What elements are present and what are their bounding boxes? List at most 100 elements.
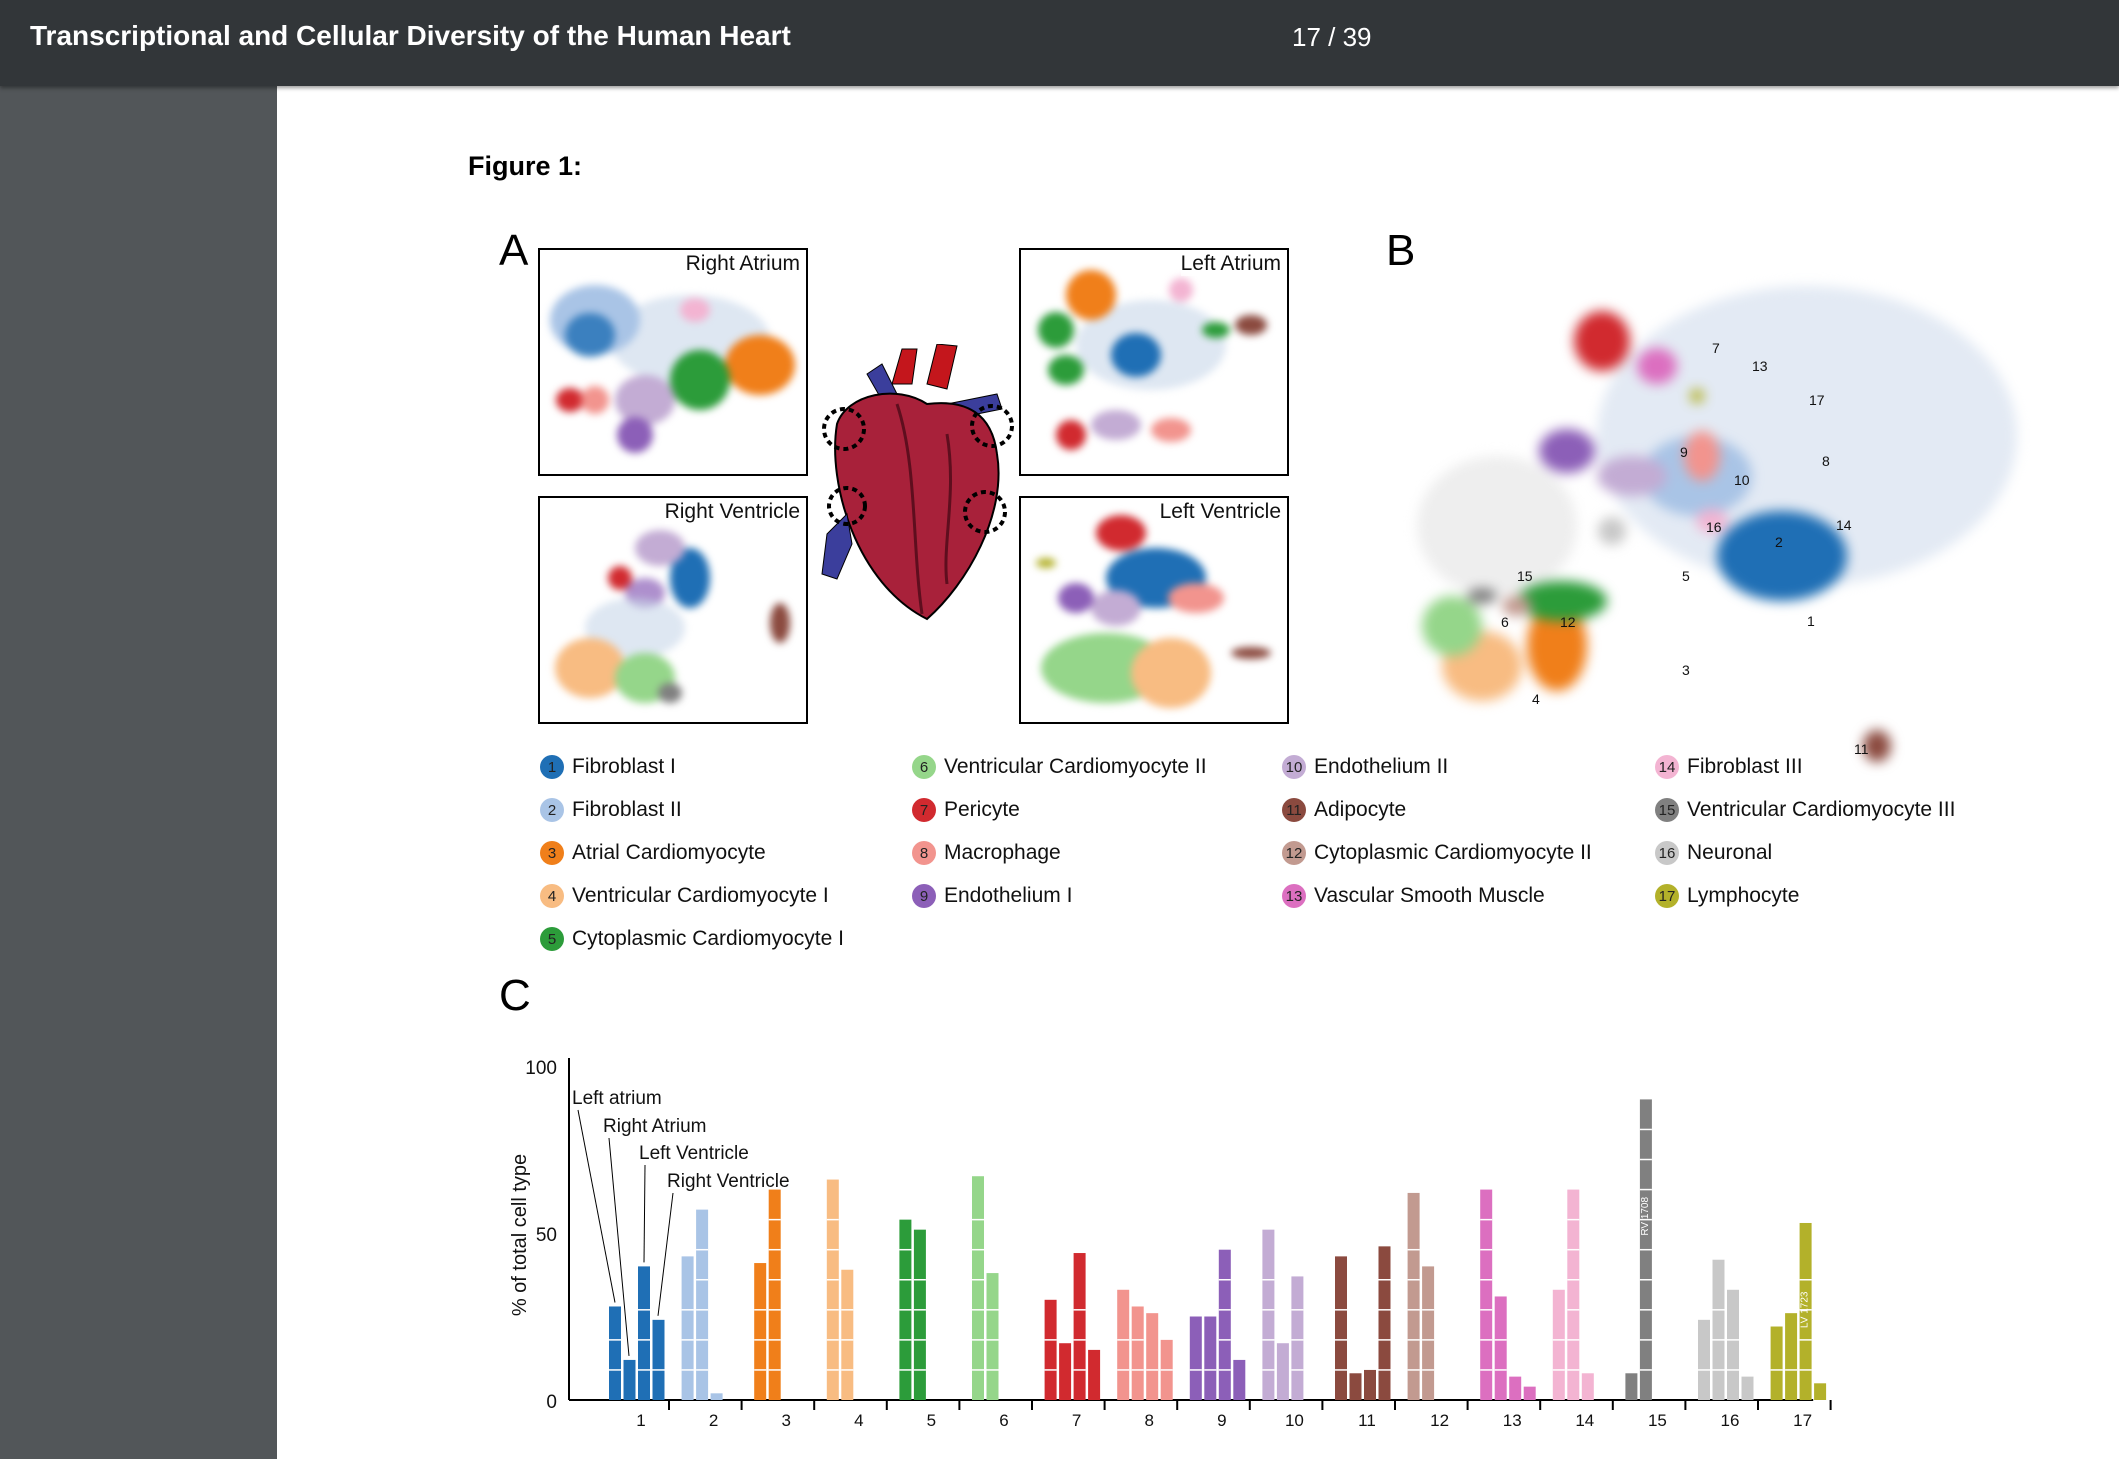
bar-9-1 [1204, 1316, 1217, 1400]
cluster-label-12: 12 [1560, 614, 1576, 630]
bar-1-1 [623, 1359, 636, 1400]
series-annotation: Right Atrium [603, 1116, 706, 1137]
legend-swatch: 14 [1655, 755, 1679, 779]
document-title: Transcriptional and Cellular Diversity o… [30, 20, 791, 51]
annotation-leader [608, 1137, 630, 1356]
umap-right-atrium-plot [550, 285, 795, 453]
bar-13-0 [1480, 1189, 1493, 1400]
bar-9-3 [1233, 1359, 1246, 1400]
legend-item-3: 3 Atrial Cardiomyocyte [540, 838, 766, 868]
umap-right-ventricle-plot [555, 530, 790, 703]
umap-combined: 1 2 3 4 5 6 7 8 9 10 11 12 13 14 15 16 1… [1417, 286, 2017, 762]
x-tick-label: 16 [1721, 1411, 1740, 1430]
bar-8-2 [1146, 1313, 1159, 1400]
bar-6-1 [986, 1273, 999, 1400]
bar-11-0 [1335, 1256, 1347, 1400]
y-tick-label: 50 [536, 1225, 557, 1246]
bar-8-1 [1131, 1306, 1144, 1400]
bar-9-2 [1218, 1249, 1231, 1400]
bar-1-0 [609, 1306, 621, 1400]
umap-title-ra: Right Atrium [685, 252, 800, 276]
legend-label: Fibroblast II [572, 798, 682, 821]
bar-2-0 [681, 1256, 694, 1400]
bar-2-2 [710, 1393, 723, 1400]
legend-label: Fibroblast I [572, 755, 676, 778]
legend-item-12: 12 Cytoplasmic Cardiomyocyte II [1282, 838, 1592, 868]
legend-swatch: 2 [540, 798, 564, 822]
bar-8-0 [1117, 1289, 1130, 1400]
series-annotation: Right Ventricle [667, 1171, 790, 1192]
legend-label: Cytoplasmic Cardiomyocyte II [1314, 841, 1592, 864]
legend-swatch: 13 [1282, 884, 1306, 908]
bar-16-0 [1698, 1319, 1710, 1400]
x-tick-label: 14 [1575, 1411, 1594, 1430]
bar-16-3 [1741, 1376, 1754, 1400]
legend-label: Atrial Cardiomyocyte [572, 841, 766, 864]
legend-item-1: 1 Fibroblast I [540, 752, 676, 782]
cluster-label-1: 1 [1807, 613, 1815, 629]
cluster-label-5: 5 [1682, 568, 1690, 584]
legend-label: Ventricular Cardiomyocyte I [572, 884, 829, 907]
legend-swatch: 3 [540, 841, 564, 865]
x-tick-label: 4 [854, 1411, 863, 1430]
cluster-label-15: 15 [1517, 568, 1533, 584]
legend-swatch: 5 [540, 927, 564, 951]
bar-6-0 [972, 1176, 984, 1400]
umap-title-la: Left Atrium [1180, 252, 1281, 276]
legend-item-4: 4 Ventricular Cardiomyocyte I [540, 881, 829, 911]
bar-3-1 [768, 1189, 781, 1400]
bar-9-0 [1189, 1316, 1202, 1400]
bar-10-0 [1262, 1229, 1275, 1400]
x-tick-label: 1 [636, 1411, 645, 1430]
umap-right-ventricle: Right Ventricle [538, 496, 808, 724]
legend-swatch: 4 [540, 884, 564, 908]
legend-swatch: 11 [1282, 798, 1306, 822]
y-tick-label: 100 [525, 1058, 557, 1079]
bar-10-1 [1276, 1343, 1289, 1400]
bar-annotation-rv: RV 1708 [1640, 1197, 1651, 1236]
annotation-leader [577, 1109, 616, 1303]
bar-1-2 [638, 1266, 650, 1400]
bar-2-1 [696, 1209, 709, 1400]
bar-17-0 [1770, 1326, 1783, 1400]
bar-14-2 [1581, 1373, 1594, 1400]
legend-swatch: 7 [912, 798, 936, 822]
bar-1-3 [652, 1319, 665, 1400]
umap-combined-clusters [1417, 286, 2017, 762]
umap-left-atrium-plot [1038, 270, 1267, 450]
bar-7-1 [1059, 1343, 1072, 1400]
x-tick-label: 9 [1217, 1411, 1226, 1430]
x-tick-label: 11 [1358, 1411, 1376, 1430]
cluster-label-11: 11 [1854, 741, 1869, 757]
bar-5-1 [913, 1229, 926, 1400]
cluster-label-8: 8 [1822, 453, 1830, 469]
legend-item-7: 7 Pericyte [912, 795, 1020, 825]
x-tick-label: 15 [1648, 1411, 1667, 1430]
bar-14-1 [1567, 1189, 1580, 1400]
bar-13-3 [1523, 1386, 1536, 1400]
bar-11-2 [1364, 1369, 1376, 1400]
bar-7-3 [1088, 1349, 1101, 1400]
legend-swatch: 12 [1282, 841, 1306, 865]
page-indicator[interactable]: 17 / 39 [1292, 22, 1372, 52]
umap-left-ventricle: Left Ventricle [1019, 496, 1289, 724]
cluster-label-13: 13 [1752, 358, 1768, 374]
legend-item-13: 13 Vascular Smooth Muscle [1282, 881, 1545, 911]
legend-swatch: 6 [912, 755, 936, 779]
heart-illustration [821, 344, 1014, 621]
legend-label: Adipocyte [1314, 798, 1407, 821]
legend-item-17: 17 Lymphocyte [1655, 881, 1799, 911]
bar-17-2 [1799, 1222, 1812, 1400]
cluster-label-2: 2 [1775, 534, 1783, 550]
legend-item-10: 10 Endothelium II [1282, 752, 1448, 782]
x-tick-label: 12 [1430, 1411, 1449, 1430]
viewer-toolbar: Transcriptional and Cellular Diversity o… [0, 0, 2119, 86]
bar-7-0 [1044, 1299, 1057, 1400]
x-tick-label: 6 [999, 1411, 1008, 1430]
cluster-label-14: 14 [1836, 517, 1852, 533]
x-tick-label: 13 [1503, 1411, 1522, 1430]
legend-item-16: 16 Neuronal [1655, 838, 1772, 868]
legend-label: Cytoplasmic Cardiomyocyte I [572, 927, 844, 950]
annotation-leader [643, 1164, 646, 1263]
cluster-label-3: 3 [1682, 662, 1690, 678]
